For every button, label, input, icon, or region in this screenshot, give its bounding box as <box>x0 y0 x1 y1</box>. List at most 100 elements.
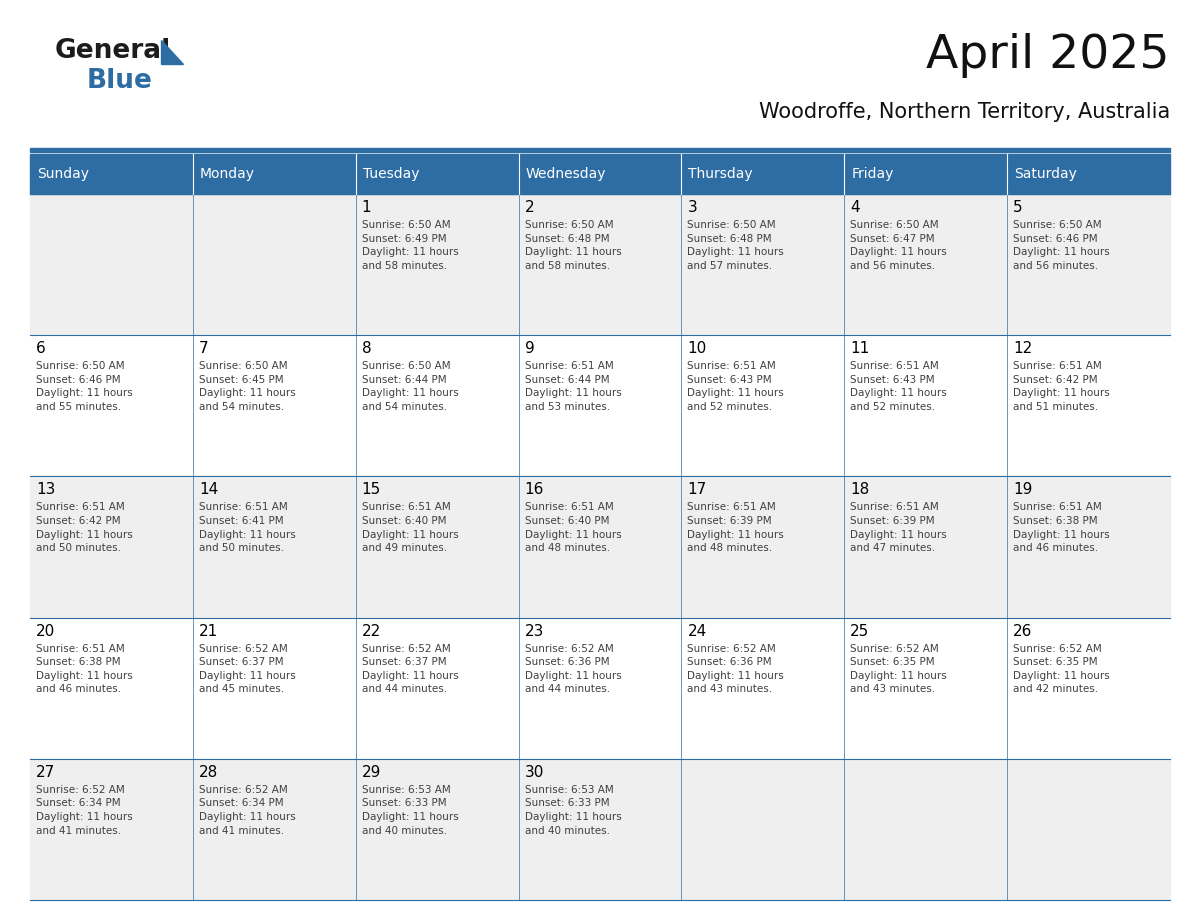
Text: Woodroffe, Northern Territory, Australia: Woodroffe, Northern Territory, Australia <box>759 102 1170 122</box>
Bar <box>519 154 682 194</box>
Bar <box>192 476 355 618</box>
Text: 5: 5 <box>1013 200 1023 215</box>
Bar <box>355 618 519 759</box>
Bar <box>355 154 519 194</box>
Bar <box>30 335 192 476</box>
Bar <box>355 759 519 900</box>
Bar <box>682 476 845 618</box>
Text: 27: 27 <box>36 765 56 779</box>
Bar <box>1007 335 1170 476</box>
Text: 7: 7 <box>198 341 208 356</box>
Text: 2: 2 <box>525 200 535 215</box>
Text: Sunrise: 6:50 AM
Sunset: 6:47 PM
Daylight: 11 hours
and 56 minutes.: Sunrise: 6:50 AM Sunset: 6:47 PM Dayligh… <box>851 220 947 271</box>
Text: Sunrise: 6:51 AM
Sunset: 6:44 PM
Daylight: 11 hours
and 53 minutes.: Sunrise: 6:51 AM Sunset: 6:44 PM Dayligh… <box>525 361 621 412</box>
Text: Sunrise: 6:51 AM
Sunset: 6:39 PM
Daylight: 11 hours
and 48 minutes.: Sunrise: 6:51 AM Sunset: 6:39 PM Dayligh… <box>688 502 784 554</box>
Text: Monday: Monday <box>200 167 255 181</box>
Text: April 2025: April 2025 <box>927 33 1170 78</box>
Text: Sunrise: 6:52 AM
Sunset: 6:35 PM
Daylight: 11 hours
and 42 minutes.: Sunrise: 6:52 AM Sunset: 6:35 PM Dayligh… <box>1013 644 1110 694</box>
Text: Sunrise: 6:50 AM
Sunset: 6:48 PM
Daylight: 11 hours
and 57 minutes.: Sunrise: 6:50 AM Sunset: 6:48 PM Dayligh… <box>688 220 784 271</box>
Text: 6: 6 <box>36 341 46 356</box>
Text: Sunrise: 6:53 AM
Sunset: 6:33 PM
Daylight: 11 hours
and 40 minutes.: Sunrise: 6:53 AM Sunset: 6:33 PM Dayligh… <box>361 785 459 835</box>
Text: Sunrise: 6:52 AM
Sunset: 6:36 PM
Daylight: 11 hours
and 44 minutes.: Sunrise: 6:52 AM Sunset: 6:36 PM Dayligh… <box>525 644 621 694</box>
Bar <box>192 618 355 759</box>
Text: Sunday: Sunday <box>37 167 89 181</box>
Text: 14: 14 <box>198 482 219 498</box>
Text: Sunrise: 6:51 AM
Sunset: 6:39 PM
Daylight: 11 hours
and 47 minutes.: Sunrise: 6:51 AM Sunset: 6:39 PM Dayligh… <box>851 502 947 554</box>
Bar <box>519 335 682 476</box>
Text: Sunrise: 6:50 AM
Sunset: 6:48 PM
Daylight: 11 hours
and 58 minutes.: Sunrise: 6:50 AM Sunset: 6:48 PM Dayligh… <box>525 220 621 271</box>
Bar <box>30 194 192 335</box>
Text: Sunrise: 6:51 AM
Sunset: 6:40 PM
Daylight: 11 hours
and 48 minutes.: Sunrise: 6:51 AM Sunset: 6:40 PM Dayligh… <box>525 502 621 554</box>
Bar <box>1007 618 1170 759</box>
Bar <box>682 194 845 335</box>
Text: 19: 19 <box>1013 482 1032 498</box>
Text: Sunrise: 6:52 AM
Sunset: 6:35 PM
Daylight: 11 hours
and 43 minutes.: Sunrise: 6:52 AM Sunset: 6:35 PM Dayligh… <box>851 644 947 694</box>
Text: Wednesday: Wednesday <box>525 167 606 181</box>
Bar <box>355 194 519 335</box>
Bar <box>192 335 355 476</box>
Bar <box>30 148 1170 152</box>
Text: 12: 12 <box>1013 341 1032 356</box>
Bar <box>845 335 1007 476</box>
Bar <box>30 618 192 759</box>
Bar <box>519 476 682 618</box>
Bar <box>30 154 192 194</box>
Bar <box>355 335 519 476</box>
Text: 29: 29 <box>361 765 381 779</box>
Text: Sunrise: 6:53 AM
Sunset: 6:33 PM
Daylight: 11 hours
and 40 minutes.: Sunrise: 6:53 AM Sunset: 6:33 PM Dayligh… <box>525 785 621 835</box>
Text: 30: 30 <box>525 765 544 779</box>
Text: 23: 23 <box>525 623 544 639</box>
Text: 11: 11 <box>851 341 870 356</box>
Bar <box>845 759 1007 900</box>
Bar <box>30 476 192 618</box>
Text: Sunrise: 6:52 AM
Sunset: 6:36 PM
Daylight: 11 hours
and 43 minutes.: Sunrise: 6:52 AM Sunset: 6:36 PM Dayligh… <box>688 644 784 694</box>
Text: Tuesday: Tuesday <box>362 167 419 181</box>
Bar <box>845 476 1007 618</box>
Text: Sunrise: 6:51 AM
Sunset: 6:40 PM
Daylight: 11 hours
and 49 minutes.: Sunrise: 6:51 AM Sunset: 6:40 PM Dayligh… <box>361 502 459 554</box>
Text: Sunrise: 6:51 AM
Sunset: 6:38 PM
Daylight: 11 hours
and 46 minutes.: Sunrise: 6:51 AM Sunset: 6:38 PM Dayligh… <box>36 644 133 694</box>
Text: Sunrise: 6:52 AM
Sunset: 6:37 PM
Daylight: 11 hours
and 44 minutes.: Sunrise: 6:52 AM Sunset: 6:37 PM Dayligh… <box>361 644 459 694</box>
Text: Sunrise: 6:52 AM
Sunset: 6:37 PM
Daylight: 11 hours
and 45 minutes.: Sunrise: 6:52 AM Sunset: 6:37 PM Dayligh… <box>198 644 296 694</box>
Text: 20: 20 <box>36 623 56 639</box>
Text: 1: 1 <box>361 200 372 215</box>
Text: 15: 15 <box>361 482 381 498</box>
Text: 22: 22 <box>361 623 381 639</box>
Text: 17: 17 <box>688 482 707 498</box>
Text: Friday: Friday <box>852 167 893 181</box>
Text: Sunrise: 6:51 AM
Sunset: 6:41 PM
Daylight: 11 hours
and 50 minutes.: Sunrise: 6:51 AM Sunset: 6:41 PM Dayligh… <box>198 502 296 554</box>
Bar <box>1007 154 1170 194</box>
Bar <box>682 335 845 476</box>
Text: 3: 3 <box>688 200 697 215</box>
Text: 26: 26 <box>1013 623 1032 639</box>
Text: Sunrise: 6:50 AM
Sunset: 6:44 PM
Daylight: 11 hours
and 54 minutes.: Sunrise: 6:50 AM Sunset: 6:44 PM Dayligh… <box>361 361 459 412</box>
Bar <box>1007 194 1170 335</box>
Polygon shape <box>162 40 183 64</box>
Text: Sunrise: 6:50 AM
Sunset: 6:46 PM
Daylight: 11 hours
and 56 minutes.: Sunrise: 6:50 AM Sunset: 6:46 PM Dayligh… <box>1013 220 1110 271</box>
Bar <box>845 194 1007 335</box>
Text: Sunrise: 6:51 AM
Sunset: 6:43 PM
Daylight: 11 hours
and 52 minutes.: Sunrise: 6:51 AM Sunset: 6:43 PM Dayligh… <box>851 361 947 412</box>
Bar <box>1007 476 1170 618</box>
Bar <box>845 618 1007 759</box>
Text: Sunrise: 6:52 AM
Sunset: 6:34 PM
Daylight: 11 hours
and 41 minutes.: Sunrise: 6:52 AM Sunset: 6:34 PM Dayligh… <box>198 785 296 835</box>
Text: Sunrise: 6:51 AM
Sunset: 6:42 PM
Daylight: 11 hours
and 50 minutes.: Sunrise: 6:51 AM Sunset: 6:42 PM Dayligh… <box>36 502 133 554</box>
Text: 24: 24 <box>688 623 707 639</box>
Text: 28: 28 <box>198 765 219 779</box>
Text: 21: 21 <box>198 623 219 639</box>
Text: General: General <box>55 38 171 64</box>
Bar <box>519 194 682 335</box>
Text: Sunrise: 6:50 AM
Sunset: 6:49 PM
Daylight: 11 hours
and 58 minutes.: Sunrise: 6:50 AM Sunset: 6:49 PM Dayligh… <box>361 220 459 271</box>
Text: 10: 10 <box>688 341 707 356</box>
Text: Sunrise: 6:51 AM
Sunset: 6:43 PM
Daylight: 11 hours
and 52 minutes.: Sunrise: 6:51 AM Sunset: 6:43 PM Dayligh… <box>688 361 784 412</box>
Text: 8: 8 <box>361 341 372 356</box>
Bar <box>192 759 355 900</box>
Bar <box>192 194 355 335</box>
Text: Sunrise: 6:50 AM
Sunset: 6:45 PM
Daylight: 11 hours
and 54 minutes.: Sunrise: 6:50 AM Sunset: 6:45 PM Dayligh… <box>198 361 296 412</box>
Bar <box>845 154 1007 194</box>
Bar <box>519 759 682 900</box>
Text: Sunrise: 6:52 AM
Sunset: 6:34 PM
Daylight: 11 hours
and 41 minutes.: Sunrise: 6:52 AM Sunset: 6:34 PM Dayligh… <box>36 785 133 835</box>
Text: Sunrise: 6:51 AM
Sunset: 6:38 PM
Daylight: 11 hours
and 46 minutes.: Sunrise: 6:51 AM Sunset: 6:38 PM Dayligh… <box>1013 502 1110 554</box>
Bar <box>519 618 682 759</box>
Text: 9: 9 <box>525 341 535 356</box>
Bar <box>192 154 355 194</box>
Bar <box>355 476 519 618</box>
